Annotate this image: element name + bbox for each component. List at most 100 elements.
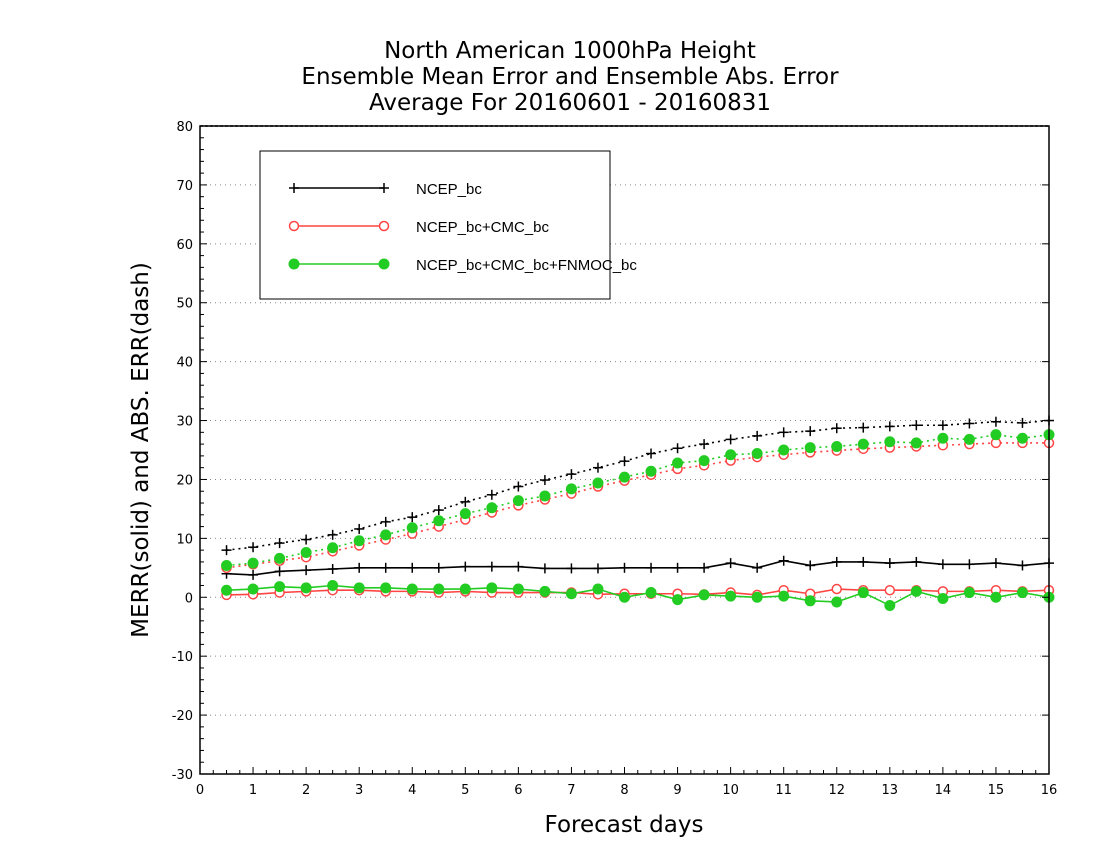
- y-tick-label: -20: [172, 709, 193, 724]
- abs-err-point: [592, 477, 604, 489]
- abs-err-point: [274, 538, 285, 549]
- abs-err-point: [327, 529, 338, 540]
- merr-point: [725, 590, 737, 602]
- abs-err-point: [407, 512, 418, 523]
- merr-point: [592, 563, 603, 574]
- merr-point: [512, 583, 524, 595]
- legend-entry-1: NCEP_bc+CMC_bc: [288, 219, 549, 236]
- abs-err-point: [565, 483, 577, 495]
- merr-point: [725, 558, 736, 569]
- y-tick-label: 60: [176, 238, 193, 253]
- abs-err-point: [937, 420, 948, 431]
- y-tick-label: 20: [176, 473, 193, 488]
- y-tick-label: -10: [172, 650, 193, 665]
- merr-point: [857, 587, 869, 599]
- abs-err-line: [226, 419, 1050, 551]
- x-tick-label: 16: [1041, 783, 1058, 798]
- merr-point: [831, 556, 842, 567]
- merr-point: [910, 585, 922, 597]
- abs-err-point: [857, 438, 869, 450]
- abs-err-point: [699, 439, 710, 450]
- abs-err-point: [486, 502, 498, 514]
- abs-err-point: [937, 432, 949, 444]
- merr-point: [433, 562, 444, 573]
- legend-marker-start: [289, 183, 299, 193]
- abs-err-point: [964, 418, 975, 429]
- merr-point: [221, 584, 233, 596]
- abs-err-point: [963, 433, 975, 445]
- merr-point: [566, 563, 577, 574]
- legend-marker-end: [379, 183, 389, 193]
- abs-err-point: [539, 475, 550, 486]
- merr-point: [353, 582, 365, 594]
- y-tick-label: 30: [176, 415, 193, 430]
- merr-point: [539, 585, 551, 597]
- merr-point: [990, 591, 1002, 603]
- x-tick-label: 1: [249, 783, 257, 798]
- merr-line: [226, 559, 1050, 576]
- abs-err-point: [221, 559, 233, 571]
- abs-err-point: [805, 426, 816, 437]
- abs-err-point: [300, 547, 312, 559]
- merr-point: [565, 588, 577, 600]
- merr-line: [226, 584, 1050, 607]
- merr-point: [619, 562, 630, 573]
- series-layer: [221, 415, 1055, 612]
- series-1: [221, 437, 1055, 601]
- abs-err-point: [433, 515, 445, 527]
- abs-err-point: [247, 557, 259, 569]
- merr-point: [1017, 560, 1028, 571]
- merr-point: [752, 562, 763, 573]
- merr-point: [274, 566, 285, 577]
- y-tick-label: 10: [176, 532, 193, 547]
- y-axis-label: MERR(solid) and ABS. ERR(dash): [128, 262, 154, 638]
- abs-err-point: [539, 490, 551, 502]
- x-axis-label: Forecast days: [545, 812, 704, 838]
- abs-err-point: [221, 545, 232, 556]
- series-2: [221, 429, 1055, 612]
- chart-title: North American 1000hPa Height Ensemble M…: [0, 38, 1100, 116]
- merr-point: [248, 569, 259, 580]
- merr-point: [646, 562, 657, 573]
- y-tick-label: 70: [176, 179, 193, 194]
- merr-point: [354, 562, 365, 573]
- merr-point: [778, 555, 789, 566]
- abs-err-line: [226, 433, 1050, 567]
- abs-err-point: [486, 489, 497, 500]
- chart-title-line-3: Average For 20160601 - 20160831: [368, 90, 772, 116]
- y-tick-label: -30: [172, 768, 193, 783]
- merr-point: [911, 556, 922, 567]
- merr-point: [672, 594, 684, 606]
- chart-title-line-1: North American 1000hPa Height: [384, 38, 756, 64]
- abs-err-point: [327, 542, 339, 554]
- merr-point: [327, 579, 339, 591]
- merr-point: [513, 561, 524, 572]
- legend: NCEP_bc NCEP_bc+CMC_bc NCEP_bc+CMC_bc+FNMO…: [259, 150, 637, 300]
- y-tick-label: 80: [176, 120, 193, 135]
- x-tick-label: 11: [775, 783, 792, 798]
- abs-err-point: [910, 437, 922, 449]
- abs-err-point: [248, 542, 259, 553]
- abs-err-point: [566, 469, 577, 480]
- merr-point: [751, 591, 763, 603]
- merr-point: [406, 583, 418, 595]
- x-tick-label: 8: [620, 783, 628, 798]
- merr-point: [592, 583, 604, 595]
- abs-err-point: [751, 448, 763, 460]
- merr-point: [778, 590, 790, 602]
- abs-err-point: [1016, 432, 1028, 444]
- x-tick-label: 10: [722, 783, 739, 798]
- x-tick-label: 6: [514, 783, 522, 798]
- abs-err-point: [990, 429, 1002, 441]
- y-tick-label: 40: [176, 356, 193, 371]
- legend-marker-start: [288, 220, 300, 232]
- abs-err-line: [226, 442, 1049, 569]
- abs-err-point: [858, 422, 869, 433]
- abs-err-point: [459, 508, 471, 520]
- merr-point: [937, 592, 949, 604]
- abs-err-point: [380, 516, 391, 527]
- abs-err-point: [672, 443, 683, 454]
- merr-point: [884, 558, 895, 569]
- abs-err-point: [752, 430, 763, 441]
